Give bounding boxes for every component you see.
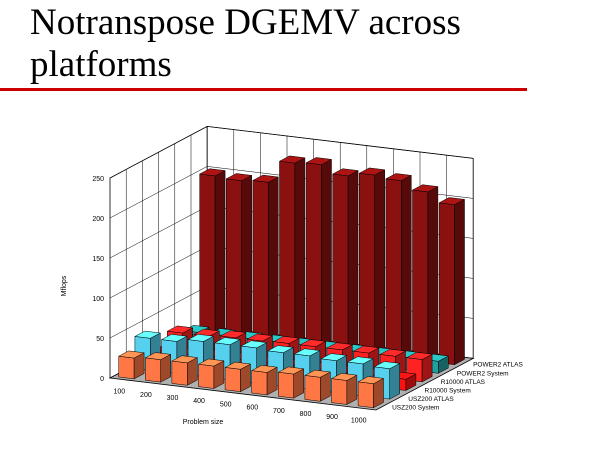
slide-title: Notranspose DGEMV across platforms <box>30 2 461 85</box>
bar <box>198 168 226 337</box>
y-tick-label: 250 <box>92 176 104 183</box>
series-label: USZ200 ATLAS <box>408 396 454 403</box>
x-tick-label: 100 <box>113 389 125 396</box>
y-tick-label: 200 <box>92 216 104 223</box>
bar <box>358 167 386 356</box>
x-tick-label: 200 <box>140 392 152 399</box>
bar <box>357 376 385 409</box>
series-label: R10000 System <box>425 388 471 395</box>
y-axis-label: Mflops <box>61 275 68 296</box>
series-label: POWER2 System <box>457 370 509 377</box>
y-axis-tick-labels: 0 50 100 150 200 250 <box>92 176 104 383</box>
bar <box>250 365 278 396</box>
series-label: R10000 ATLAS <box>441 379 486 386</box>
x-tick-label: 500 <box>220 401 232 408</box>
x-axis-tick-labels: 100 200 300 400 500 600 700 800 900 1000 <box>113 389 366 425</box>
title-rule <box>0 88 527 91</box>
x-axis-label: Problem size <box>183 419 224 426</box>
bar <box>305 157 333 350</box>
bar <box>278 155 306 346</box>
bar <box>405 352 433 383</box>
bar <box>197 358 225 389</box>
bar <box>277 366 305 399</box>
bar <box>411 184 439 362</box>
x-tick-label: 300 <box>167 395 179 402</box>
bar <box>252 174 280 343</box>
bar <box>330 373 358 405</box>
bar <box>225 173 253 340</box>
x-tick-label: 800 <box>300 411 312 418</box>
bar <box>385 173 413 359</box>
series-label: POWER2 ATLAS <box>473 362 523 369</box>
bar <box>304 369 332 402</box>
x-tick-label: 1000 <box>351 417 367 424</box>
y-tick-label: 100 <box>92 296 104 303</box>
y-tick-label: 0 <box>100 376 104 383</box>
bar <box>171 355 199 386</box>
series-label: USZ200 System <box>392 405 439 412</box>
bar <box>117 350 145 380</box>
x-tick-label: 600 <box>246 405 258 412</box>
x-tick-label: 700 <box>273 408 285 415</box>
x-tick-label: 400 <box>193 398 205 405</box>
bar <box>331 168 359 353</box>
bars <box>117 155 466 409</box>
bar <box>144 352 172 383</box>
x-tick-label: 900 <box>326 414 338 421</box>
bar <box>224 361 252 393</box>
y-tick-label: 50 <box>96 336 104 343</box>
y-tick-label: 150 <box>92 256 104 263</box>
bar <box>438 197 466 366</box>
